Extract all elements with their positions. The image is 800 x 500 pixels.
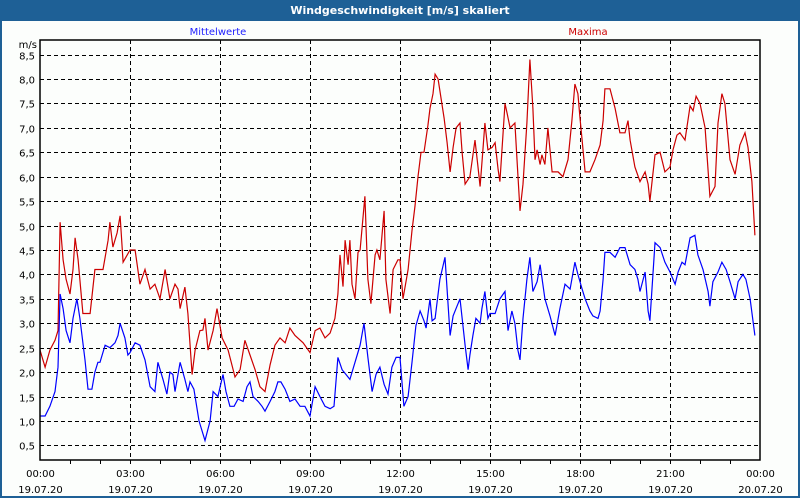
y-tick-label: 3,5 [19,296,35,307]
y-tick-label: 6,0 [19,174,35,185]
series-line-maxima [39,59,756,393]
y-tick-label: 3,0 [19,320,35,331]
y-tick-label: 8,0 [19,76,35,87]
x-tick-time: 18:00 [566,469,595,480]
y-tick-label: 1,5 [19,394,35,405]
x-tick-date: 19.07.20 [558,485,603,496]
series-line-mittelwerte [40,234,756,443]
y-tick-label: 4,0 [19,271,35,282]
legend-mittelwerte: Mittelwerte [190,27,247,38]
y-tick-label: 2,5 [19,345,35,356]
legend-maxima: Maxima [568,27,607,38]
window-title: Windgeschwindigkeit [m/s] skaliert [0,0,800,21]
x-tick-date: 19.07.20 [648,485,693,496]
x-tick-date: 20.07.20 [738,485,783,496]
x-tick-time: 06:00 [206,469,235,480]
y-tick-label: 5,5 [19,198,35,209]
y-tick-label: 7,5 [19,100,35,111]
x-tick-time: 15:00 [476,469,505,480]
x-tick-date: 19.07.20 [288,485,333,496]
y-tick-label: 8,5 [19,52,35,63]
y-tick-label: 5,0 [19,223,35,234]
x-tick-time: 09:00 [296,469,325,480]
y-axis-label: m/s [19,40,37,51]
y-tick-label: 1,0 [19,418,35,429]
x-tick-date: 19.07.20 [198,485,243,496]
x-tick-time: 00:00 [746,469,775,480]
x-tick-date: 19.07.20 [468,485,513,496]
y-tick-label: 4,5 [19,247,35,258]
x-tick-time: 03:00 [116,469,145,480]
y-tick-label: 7,0 [19,125,35,136]
y-tick-label: 0,5 [19,442,35,453]
x-tick-date: 19.07.20 [378,485,423,496]
x-tick-date: 19.07.20 [18,485,63,496]
x-tick-time: 21:00 [656,469,685,480]
y-tick-label: 6,5 [19,149,35,160]
x-tick-time: 00:00 [26,469,55,480]
y-tick-label: 2,0 [19,369,35,380]
x-tick-date: 19.07.20 [108,485,153,496]
x-tick-time: 12:00 [386,469,415,480]
